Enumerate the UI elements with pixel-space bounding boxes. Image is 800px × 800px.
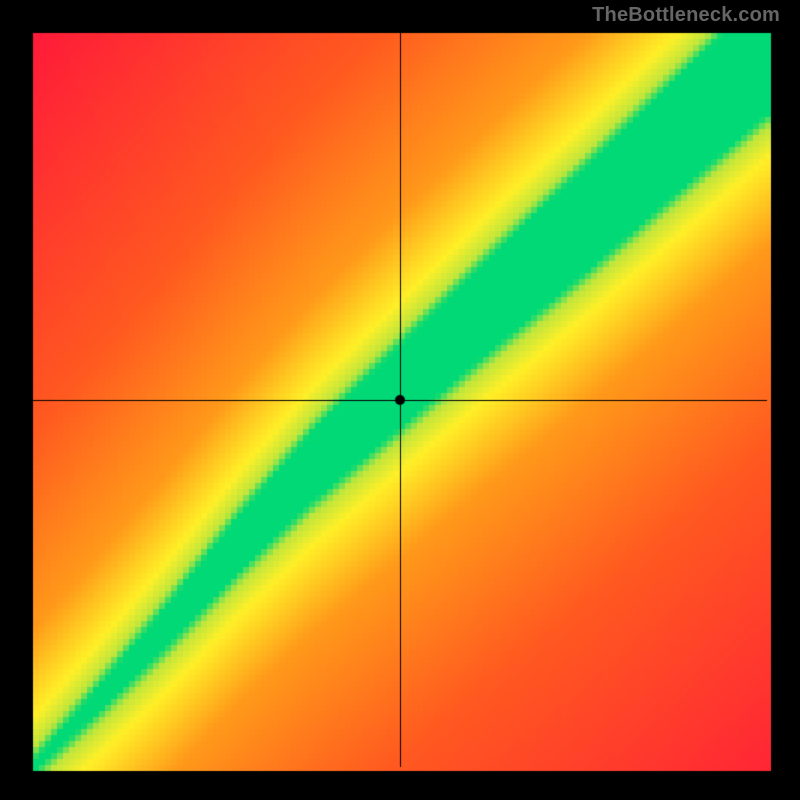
watermark-text: TheBottleneck.com — [592, 4, 780, 27]
chart-container: TheBottleneck.com — [0, 0, 800, 800]
heatmap-canvas — [0, 0, 800, 800]
